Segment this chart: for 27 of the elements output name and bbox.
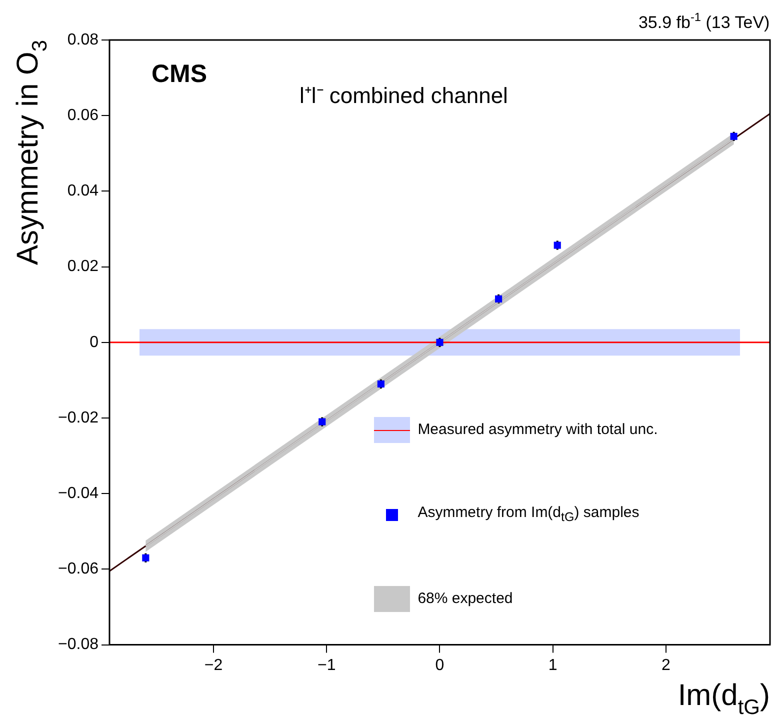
annotation: CMS bbox=[151, 60, 208, 88]
y-tick-label: 0.04 bbox=[67, 182, 99, 200]
legend-label: 68% expected bbox=[418, 589, 513, 610]
point bbox=[318, 418, 326, 426]
y-tick-label: −0.04 bbox=[58, 485, 99, 502]
y-tick-label: 0.02 bbox=[67, 258, 99, 276]
y-axis-title: Asymmetry in O3 bbox=[11, 40, 52, 266]
legend-label: Asymmetry from Im(d$_{tG}$) samples bbox=[418, 502, 640, 526]
x-tick-label: −2 bbox=[204, 656, 223, 674]
point bbox=[730, 132, 738, 140]
y-tick-label: −0.02 bbox=[58, 409, 99, 426]
y-tick-label: 0.06 bbox=[67, 107, 99, 124]
y-tick-label: −0.06 bbox=[58, 560, 99, 578]
x-tick-label: 1 bbox=[548, 656, 558, 674]
x-tick-label: 0 bbox=[435, 656, 444, 674]
x-tick-label: 2 bbox=[661, 656, 670, 674]
point bbox=[495, 295, 502, 302]
annotation: l⁺l⁻ combined channel bbox=[299, 83, 508, 108]
point bbox=[436, 338, 444, 346]
point bbox=[142, 554, 150, 562]
legend-label: Measured asymmetry with total unc. bbox=[418, 420, 658, 440]
y-tick-label: 0.08 bbox=[67, 31, 99, 48]
point bbox=[554, 242, 561, 249]
x-tick-label: −1 bbox=[318, 656, 336, 674]
y-tick-label: 0 bbox=[90, 334, 99, 351]
point bbox=[377, 380, 384, 388]
y-tick-label: −0.08 bbox=[58, 636, 99, 654]
